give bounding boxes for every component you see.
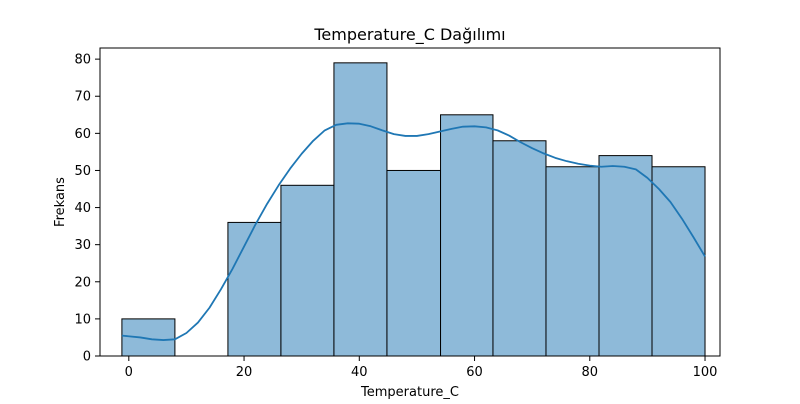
x-tick-label: 80 <box>582 365 599 380</box>
histogram-bar-4 <box>333 62 388 357</box>
histogram-bar-8 <box>545 166 600 357</box>
y-tick-label: 0 <box>83 350 91 365</box>
kde-layer <box>121 122 706 341</box>
y-tick-label: 10 <box>74 312 91 327</box>
histogram-bar-3 <box>280 184 335 357</box>
histogram-bar-5 <box>386 169 442 357</box>
x-tick-label: 100 <box>693 365 718 380</box>
y-axis: 0 10 20 30 40 50 60 70 80 <box>74 53 100 365</box>
x-axis: 0 20 40 60 80 100 <box>125 356 718 380</box>
y-axis-label: Frekans <box>53 177 68 227</box>
histogram-bar-6 <box>440 114 494 357</box>
x-tick-label: 20 <box>236 365 253 380</box>
y-tick-label: 80 <box>74 53 91 68</box>
histogram-bar-0 <box>121 318 176 357</box>
x-axis-label: Temperature_C <box>360 385 459 400</box>
y-tick-label: 40 <box>74 201 91 216</box>
histogram-bar-2 <box>227 221 282 357</box>
x-tick-label: 0 <box>125 365 133 380</box>
histogram-bar-9 <box>598 155 653 357</box>
y-tick-label: 70 <box>74 90 91 105</box>
y-tick-label: 60 <box>74 127 91 142</box>
x-tick-label: 60 <box>466 365 483 380</box>
y-tick-label: 30 <box>74 238 91 253</box>
bars-layer <box>121 62 706 357</box>
histogram-bar-7 <box>492 140 547 357</box>
plot-frame <box>99 47 721 357</box>
y-tick-label: 20 <box>74 275 91 290</box>
histogram-bar-10 <box>651 166 706 357</box>
x-tick-label: 40 <box>351 365 368 380</box>
kde-curve <box>121 122 706 341</box>
y-tick-label: 50 <box>74 164 91 179</box>
chart-title: Temperature_C Dağılımı <box>313 25 505 45</box>
